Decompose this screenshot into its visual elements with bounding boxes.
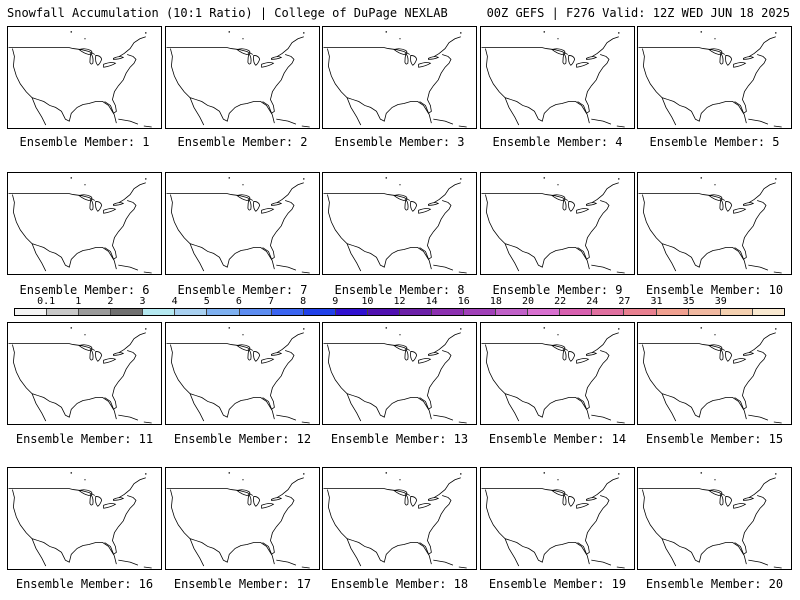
colorbar-tick-label: 24 bbox=[586, 296, 599, 307]
ensemble-map-1 bbox=[7, 26, 162, 129]
colorbar-tick-label: 16 bbox=[457, 296, 470, 307]
ensemble-map-15 bbox=[637, 322, 792, 425]
ensemble-member-label: Ensemble Member: 11 bbox=[15, 432, 154, 446]
colorbar-swatch bbox=[239, 309, 272, 315]
colorbar-tick-label: 4 bbox=[171, 296, 178, 307]
ensemble-member-label: Ensemble Member: 2 bbox=[177, 135, 308, 149]
ensemble-member-label: Ensemble Member: 8 bbox=[334, 283, 465, 297]
ensemble-member-label: Ensemble Member: 15 bbox=[645, 432, 784, 446]
colorbar-tick-label: 14 bbox=[425, 296, 438, 307]
ensemble-map-13 bbox=[322, 322, 477, 425]
ensemble-member-label: Ensemble Member: 13 bbox=[330, 432, 469, 446]
colorbar-swatch bbox=[399, 309, 433, 315]
colorbar-tick-label: 9 bbox=[332, 296, 339, 307]
ensemble-map-10 bbox=[637, 172, 792, 275]
ensemble-member-label: Ensemble Member: 3 bbox=[334, 135, 465, 149]
colorbar-tick-label: 27 bbox=[618, 296, 631, 307]
colorbar-swatch bbox=[271, 309, 304, 315]
ensemble-member-label: Ensemble Member: 14 bbox=[488, 432, 627, 446]
ensemble-map-4 bbox=[480, 26, 635, 129]
ensemble-member-label: Ensemble Member: 7 bbox=[177, 283, 308, 297]
colorbar-swatch bbox=[720, 309, 753, 315]
colorbar-swatches bbox=[14, 308, 785, 316]
ensemble-member-label: Ensemble Member: 20 bbox=[645, 577, 784, 591]
ensemble-map-8 bbox=[322, 172, 477, 275]
colorbar-tick-label: 12 bbox=[393, 296, 406, 307]
ensemble-map-17 bbox=[165, 467, 320, 570]
colorbar-tick-label: 2 bbox=[107, 296, 114, 307]
colorbar-swatch bbox=[15, 309, 48, 315]
ensemble-map-9 bbox=[480, 172, 635, 275]
ensemble-member-label: Ensemble Member: 9 bbox=[492, 283, 623, 297]
colorbar-tick-label: 8 bbox=[300, 296, 307, 307]
colorbar-swatch bbox=[207, 309, 240, 315]
colorbar-swatch bbox=[175, 309, 208, 315]
colorbar-swatch bbox=[560, 309, 593, 315]
colorbar-legend: 0.1 1 2 3 4 5 6 7 8 9 10 12 14 16 18 20 22 24 27 31 35 39 bbox=[14, 296, 785, 318]
ensemble-member-label: Ensemble Member: 17 bbox=[173, 577, 312, 591]
colorbar-swatch bbox=[335, 309, 368, 315]
ensemble-member-label: Ensemble Member: 16 bbox=[15, 577, 154, 591]
colorbar-swatch bbox=[464, 309, 497, 315]
ensemble-member-label: Ensemble Member: 18 bbox=[330, 577, 469, 591]
colorbar-tick-label: 39 bbox=[714, 296, 727, 307]
ensemble-map-14 bbox=[480, 322, 635, 425]
colorbar-swatch bbox=[528, 309, 561, 315]
colorbar-swatch bbox=[752, 309, 784, 315]
ensemble-map-12 bbox=[165, 322, 320, 425]
colorbar-swatch bbox=[688, 309, 721, 315]
ensemble-member-label: Ensemble Member: 6 bbox=[19, 283, 150, 297]
colorbar-tick-label: 22 bbox=[554, 296, 567, 307]
colorbar-tick-label: 35 bbox=[682, 296, 695, 307]
ensemble-map-5 bbox=[637, 26, 792, 129]
ensemble-map-18 bbox=[322, 467, 477, 570]
colorbar-swatch bbox=[592, 309, 625, 315]
colorbar-swatch bbox=[111, 309, 144, 315]
ensemble-member-label: Ensemble Member: 10 bbox=[645, 283, 784, 297]
colorbar-tick-label: 1 bbox=[75, 296, 82, 307]
colorbar-swatch bbox=[143, 309, 176, 315]
colorbar-tick-label: 3 bbox=[139, 296, 146, 307]
ensemble-map-7 bbox=[165, 172, 320, 275]
ensemble-map-3 bbox=[322, 26, 477, 129]
colorbar-tick-label: 31 bbox=[650, 296, 663, 307]
ensemble-map-20 bbox=[637, 467, 792, 570]
ensemble-map-16 bbox=[7, 467, 162, 570]
colorbar-swatch bbox=[79, 309, 112, 315]
colorbar-tick-label: 0.1 bbox=[37, 296, 56, 307]
colorbar-tick-label: 7 bbox=[267, 296, 275, 307]
model-run-info: 00Z GEFS | F276 Valid: 12Z WED JUN 18 20… bbox=[486, 6, 790, 20]
colorbar-swatch bbox=[496, 309, 529, 315]
ensemble-map-19 bbox=[480, 467, 635, 570]
colorbar-tick-label: 18 bbox=[489, 296, 502, 307]
ensemble-member-label: Ensemble Member: 19 bbox=[488, 577, 627, 591]
colorbar-swatch bbox=[303, 309, 336, 315]
ensemble-member-label: Ensemble Member: 12 bbox=[173, 432, 312, 446]
colorbar-tick-label: 10 bbox=[361, 296, 374, 307]
ensemble-map-6 bbox=[7, 172, 162, 275]
ensemble-map-2 bbox=[165, 26, 320, 129]
colorbar-swatch bbox=[432, 309, 465, 315]
colorbar-tick-label: 5 bbox=[203, 296, 210, 307]
colorbar-swatch bbox=[367, 309, 400, 315]
colorbar-tick-label: 20 bbox=[521, 296, 535, 307]
ensemble-member-label: Ensemble Member: 4 bbox=[492, 135, 623, 149]
ensemble-member-label: Ensemble Member: 1 bbox=[19, 135, 150, 149]
colorbar-swatch bbox=[47, 309, 80, 315]
colorbar-tick-label: 6 bbox=[235, 296, 242, 307]
map-title: Snowfall Accumulation (10:1 Ratio) | Col… bbox=[7, 6, 448, 20]
ensemble-map-11 bbox=[7, 322, 162, 425]
colorbar-swatch bbox=[624, 309, 657, 315]
colorbar-swatch bbox=[656, 309, 689, 315]
ensemble-member-label: Ensemble Member: 5 bbox=[649, 135, 780, 149]
